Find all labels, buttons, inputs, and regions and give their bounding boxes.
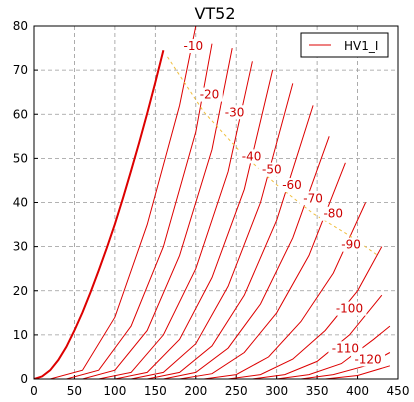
plate-curve-neg40 [98, 61, 253, 379]
plate-curve-neg80 [163, 136, 330, 379]
chart-title: VT52 [194, 4, 235, 23]
plate-curve-neg70 [147, 105, 314, 379]
curve-label-bg [351, 352, 386, 367]
plate-curve-neg90 [179, 162, 346, 379]
curve-label: -10 [184, 39, 204, 53]
x-tick-label: 50 [67, 384, 82, 398]
curve-label: -90 [341, 238, 361, 252]
x-tick-label: 200 [184, 384, 207, 398]
curve-label-bg [221, 105, 248, 120]
curve-label: -70 [303, 191, 323, 205]
plate-curves [34, 26, 391, 379]
x-tick-label: 450 [387, 384, 410, 398]
curve-label: -30 [225, 105, 245, 119]
y-tick-label: 10 [13, 328, 28, 342]
curve-label-bg [258, 162, 286, 177]
curve-label-bg [238, 149, 265, 164]
curve-label: -110 [332, 341, 359, 355]
grid [34, 26, 398, 379]
y-tick-label: 0 [20, 372, 28, 386]
plate-curve-neg120 [252, 294, 383, 379]
curve-label: -100 [336, 302, 363, 316]
load-line [167, 56, 379, 256]
curve-label: -40 [242, 149, 262, 163]
x-tick-label: 150 [144, 384, 167, 398]
curve-label-bg [180, 39, 207, 54]
curve-label-bg [299, 191, 327, 206]
y-tick-label: 80 [13, 19, 28, 33]
axis-ticks: 0 50 100 150 200 250 300 350 400 450 0 10 20 30 40 50 60… [13, 19, 410, 398]
curve-label-bg [320, 206, 347, 221]
curve-label: -50 [262, 163, 282, 177]
curve-label-bg [328, 341, 363, 356]
y-tick-label: 30 [13, 240, 28, 254]
x-tick-label: 350 [306, 384, 329, 398]
plate-curve-neg130 [276, 325, 391, 379]
y-tick-label: 60 [13, 107, 28, 121]
plate-curve-neg50 [114, 69, 274, 379]
curve-label: -60 [282, 178, 302, 192]
plate-curve-neg110 [228, 246, 383, 379]
plate-curve-neg150 [325, 365, 391, 379]
y-tick-label: 40 [13, 196, 28, 210]
curve-labels: -10 -20 -30 -40-50-60-70-80 -90 -100 -110-120 [180, 39, 386, 367]
legend-entry-label: HV1_I [344, 39, 378, 53]
x-tick-label: 400 [346, 384, 369, 398]
plate-curve-neg30 [82, 48, 233, 379]
plate-curve-neg100 [203, 202, 367, 379]
legend: HV1_I [300, 32, 389, 58]
curve-label: -20 [200, 88, 220, 102]
plate-curve-0 [34, 50, 165, 379]
x-tick-label: 100 [103, 384, 126, 398]
x-tick-label: 0 [30, 384, 38, 398]
y-tick-label: 50 [13, 151, 28, 165]
curve-label-bg [337, 237, 365, 252]
curve-label-bg [332, 301, 367, 316]
plate-curve-neg60 [130, 83, 294, 379]
y-tick-label: 70 [13, 63, 28, 77]
x-tick-label: 250 [225, 384, 248, 398]
plate-curve-neg20 [66, 43, 213, 379]
plot-area-frame [33, 25, 399, 380]
y-tick-label: 20 [13, 284, 28, 298]
plate-curve-neg10 [50, 26, 197, 379]
curve-label: -80 [323, 207, 343, 221]
curve-label-bg [278, 178, 306, 193]
curve-label: -120 [354, 352, 381, 366]
x-tick-label: 300 [265, 384, 288, 398]
curve-label-bg [196, 87, 223, 102]
